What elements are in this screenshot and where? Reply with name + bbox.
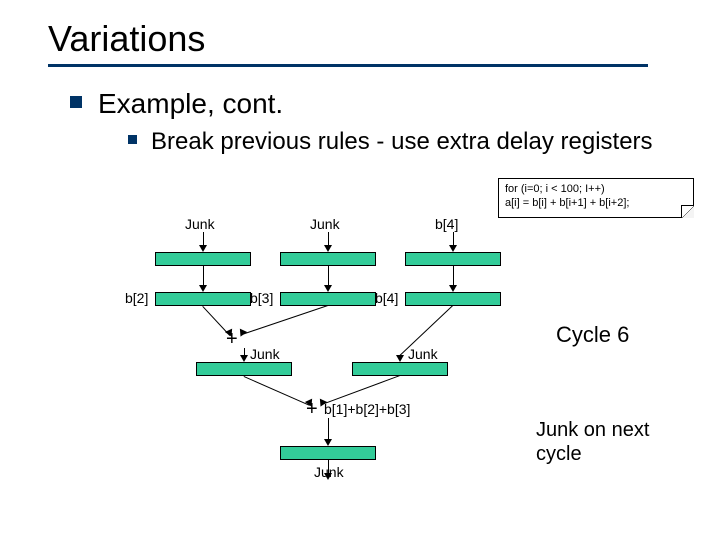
arrow-line bbox=[203, 232, 204, 245]
junk-note: Junk on next cycle bbox=[536, 418, 696, 466]
register-box bbox=[280, 252, 376, 266]
arrow-head-icon bbox=[199, 245, 207, 252]
register-box bbox=[405, 292, 501, 306]
arrow-line bbox=[203, 266, 204, 285]
arrow-head-icon bbox=[324, 473, 332, 480]
plus2-result-label: b[1]+b[2]+b[3] bbox=[324, 401, 410, 417]
row3-label: Junk bbox=[250, 346, 280, 362]
row2-side-label: b[4] bbox=[375, 290, 398, 306]
row1-top-label: Junk bbox=[185, 216, 215, 232]
arrow-line bbox=[244, 376, 310, 406]
row3-label: Junk bbox=[408, 346, 438, 362]
adder-plus-icon: + bbox=[226, 328, 238, 351]
register-box bbox=[196, 362, 292, 376]
arrow-head-icon bbox=[324, 439, 332, 446]
arrow-line bbox=[242, 305, 328, 335]
adder-plus-icon: + bbox=[306, 398, 318, 421]
arrow-line bbox=[328, 266, 329, 285]
code-snippet-box: for (i=0; i < 100; I++) a[i] = b[i] + b[… bbox=[498, 178, 694, 218]
arrow-line bbox=[453, 232, 454, 245]
arrow-head-icon bbox=[449, 245, 457, 252]
cycle-label: Cycle 6 bbox=[556, 322, 629, 348]
code-line: a[i] = b[i] + b[i+1] + b[i+2]; bbox=[505, 197, 687, 211]
register-box bbox=[280, 446, 376, 460]
arrow-head-icon bbox=[396, 355, 404, 362]
register-box bbox=[405, 252, 501, 266]
arrow-line bbox=[328, 418, 329, 439]
row1-top-label: Junk bbox=[310, 216, 340, 232]
pipeline-diagram: Junk Junk b[4] b[2] b[3] b[4] + Junk Junk + b[1]+b… bbox=[0, 0, 720, 540]
arrow-head-icon bbox=[324, 285, 332, 292]
register-box bbox=[155, 292, 251, 306]
arrow-line bbox=[453, 266, 454, 285]
arrow-head-icon bbox=[199, 285, 207, 292]
code-line: for (i=0; i < 100; I++) bbox=[505, 183, 687, 197]
row1-top-label: b[4] bbox=[435, 216, 458, 232]
register-box bbox=[155, 252, 251, 266]
arrow-head-icon bbox=[449, 285, 457, 292]
row2-side-label: b[2] bbox=[125, 290, 148, 306]
arrow-head-icon bbox=[240, 355, 248, 362]
row2-side-label: b[3] bbox=[250, 290, 273, 306]
register-box bbox=[352, 362, 448, 376]
arrow-line bbox=[244, 348, 245, 355]
arrow-line bbox=[328, 232, 329, 245]
arrow-line bbox=[328, 460, 329, 473]
arrow-head-icon bbox=[324, 245, 332, 252]
register-box bbox=[280, 292, 376, 306]
arrow-head-icon bbox=[237, 329, 247, 339]
